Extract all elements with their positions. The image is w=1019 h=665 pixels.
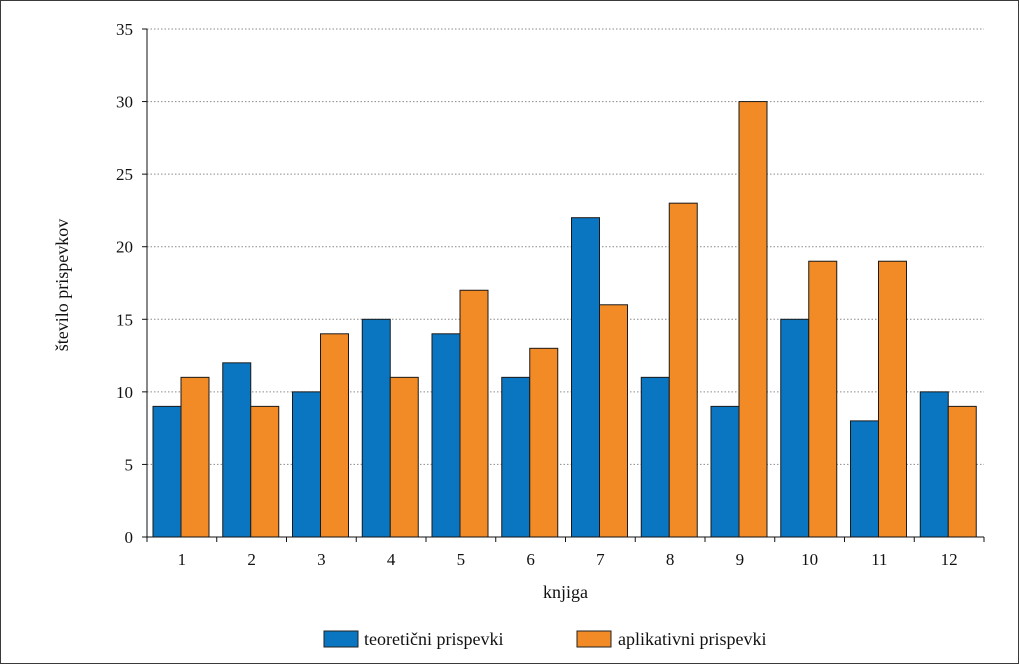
y-tick-labels: 0 5 10 15 20 25 30 35 [116,20,133,547]
y-axis-title: število prispevkov [52,219,72,352]
y-tick-label: 10 [116,383,133,402]
bar-teoreticni-3 [292,391,321,538]
bar-aplikativni-5 [459,289,489,538]
bar-aplikativni-6 [529,347,559,538]
bar-aplikativni-3 [320,333,349,538]
x-tick-label: 12 [941,550,958,569]
bar-teoreticni-6 [501,376,531,538]
axes [142,28,985,542]
bar-teoreticni-11 [850,420,879,538]
x-tick-labels: 1 2 3 4 5 6 7 8 9 10 11 12 [178,550,958,569]
bar-aplikativni-2 [250,405,280,538]
y-tick-label: 35 [116,20,133,39]
bar-teoreticni-2 [222,362,252,538]
x-tick-label: 7 [596,550,605,569]
bar-aplikativni-1 [180,376,210,538]
legend-label-teoreticni: teoretični prispevki [364,629,503,649]
y-tick-label: 0 [125,528,134,547]
y-tick-label: 15 [116,310,133,329]
bar-teoreticni-12 [919,391,949,538]
x-tick-label: 4 [387,550,396,569]
x-axis-title: knjiga [543,582,588,602]
y-tick-label: 20 [116,238,133,257]
x-tick-label: 10 [801,550,818,569]
x-tick-label: 1 [178,550,187,569]
bar-aplikativni-12 [947,405,977,538]
bar-teoreticni-10 [780,318,810,538]
bar-aplikativni-9 [738,101,768,538]
y-tick-label: 30 [116,93,133,112]
x-tick-label: 9 [736,550,745,569]
gridlines [147,28,984,465]
x-tick-label: 8 [666,550,675,569]
bar-aplikativni-11 [878,260,907,538]
legend-label-aplikativni: aplikativni prispevki [618,629,766,649]
bar-aplikativni-8 [668,202,698,538]
x-tick-label: 5 [457,550,466,569]
y-tick-label: 5 [125,455,134,474]
y-tick-label: 25 [116,165,133,184]
legend-swatch-aplikativni [576,630,612,648]
x-tick-label: 11 [871,550,887,569]
legend-swatch-teoreticni [323,630,359,648]
bar-teoreticni-9 [710,405,740,538]
bar-teoreticni-8 [640,376,670,538]
bar-teoreticni-5 [431,333,461,538]
legend: teoretični prispevki aplikativni prispev… [323,629,766,649]
bar-teoreticni-7 [571,217,600,538]
bar-aplikativni-4 [389,376,419,538]
x-tick-label: 3 [317,550,326,569]
bars [152,101,977,538]
bar-aplikativni-10 [808,260,838,538]
bar-teoreticni-1 [152,405,182,538]
x-tick-label: 2 [247,550,256,569]
bar-teoreticni-4 [361,318,391,538]
x-tick-label: 6 [526,550,535,569]
bar-aplikativni-7 [599,304,628,538]
